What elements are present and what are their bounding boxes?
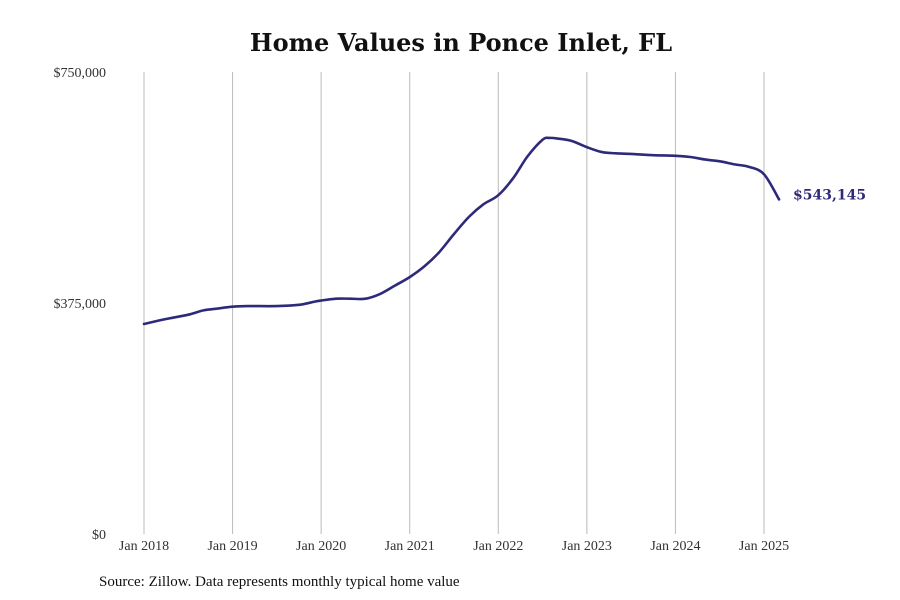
series-line [142, 136, 781, 326]
end-value-label: $543,145 [793, 187, 866, 203]
y-tick-label: $0 [92, 528, 106, 543]
x-tick-label: Jan 2020 [296, 539, 346, 554]
x-tick-label: Jan 2021 [385, 539, 435, 554]
x-tick-label: Jan 2019 [207, 539, 257, 554]
x-tick-label: Jan 2025 [739, 539, 789, 554]
x-tick-label: Jan 2024 [650, 539, 700, 554]
x-tick-label: Jan 2023 [562, 539, 612, 554]
source-note: Source: Zillow. Data represents monthly … [99, 574, 460, 590]
x-tick-label: Jan 2022 [473, 539, 523, 554]
y-tick-label: $375,000 [54, 297, 107, 312]
chart-title: Home Values in Ponce Inlet, FL [249, 28, 673, 57]
y-tick-label: $750,000 [54, 66, 107, 81]
x-tick-label: Jan 2018 [119, 539, 169, 554]
